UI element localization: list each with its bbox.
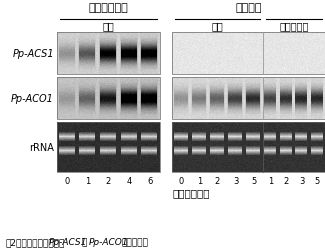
Bar <box>172 33 325 75</box>
Text: 1: 1 <box>85 176 91 185</box>
Text: rRNA: rRNA <box>29 142 54 152</box>
Text: 空気: 空気 <box>212 21 223 31</box>
Text: 図2　成熟果実における: 図2 成熟果実における <box>5 237 64 246</box>
Bar <box>172 78 325 120</box>
Text: Pp-ACS1: Pp-ACS1 <box>12 49 54 59</box>
Text: 5: 5 <box>251 176 256 185</box>
Text: 5: 5 <box>315 176 320 185</box>
Text: Pp-ACO1: Pp-ACO1 <box>11 94 54 104</box>
Text: 4: 4 <box>126 176 132 185</box>
Text: と: と <box>81 237 86 246</box>
Text: 2: 2 <box>284 176 289 185</box>
Bar <box>57 33 160 75</box>
Text: 収穫後（日）: 収穫後（日） <box>172 187 210 197</box>
Text: プロピレン: プロピレン <box>279 21 309 31</box>
Bar <box>57 78 160 120</box>
Text: 「あかつき」: 「あかつき」 <box>89 3 128 13</box>
Text: 2: 2 <box>106 176 111 185</box>
Text: Pp-ACO1: Pp-ACO1 <box>89 237 129 246</box>
Text: 1: 1 <box>197 176 202 185</box>
Text: 2: 2 <box>215 176 220 185</box>
Text: 0: 0 <box>65 176 70 185</box>
Text: 0: 0 <box>178 176 184 185</box>
Text: 「有明」: 「有明」 <box>235 3 262 13</box>
Text: の発現様式: の発現様式 <box>121 237 148 246</box>
Bar <box>57 122 160 172</box>
Text: 3: 3 <box>233 176 238 185</box>
Text: 空気: 空気 <box>103 21 114 31</box>
Text: 1: 1 <box>268 176 273 185</box>
Text: Pp-ACS1: Pp-ACS1 <box>49 237 87 246</box>
Bar <box>172 122 325 172</box>
Text: 3: 3 <box>299 176 305 185</box>
Text: 6: 6 <box>147 176 152 185</box>
